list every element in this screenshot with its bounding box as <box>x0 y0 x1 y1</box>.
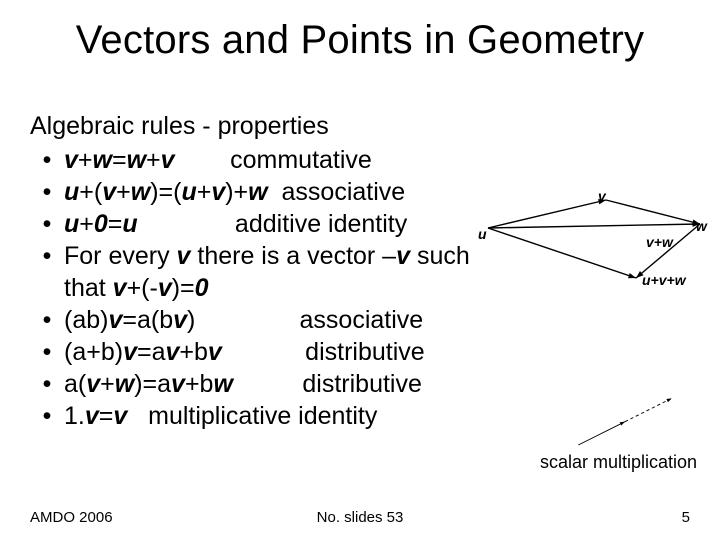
label-w: w <box>696 218 707 234</box>
bullet-list: •v+w=w+v commutative•u+(v+w)=(u+v)+w ass… <box>30 144 470 432</box>
bullet-item: •u+(v+w)=(u+v)+w associative <box>30 176 470 208</box>
bullet-dot-icon: • <box>30 176 64 208</box>
scalar-mult-diagram <box>545 395 705 455</box>
bullet-dot-icon: • <box>30 144 64 176</box>
scalar-mult-label: scalar multiplication <box>540 452 697 473</box>
bullet-item: •a(v+w)=av+bw distributive <box>30 368 470 400</box>
footer-center: No. slides 53 <box>30 509 690 526</box>
bullet-text: For every v there is a vector –v such th… <box>64 240 470 304</box>
label-v: v <box>598 188 606 204</box>
label-uvw: u+v+w <box>642 272 686 288</box>
bullet-dot-icon: • <box>30 400 64 432</box>
bullet-dot-icon: • <box>30 368 64 400</box>
bullet-text: u+0=u additive identity <box>64 208 470 240</box>
bullet-item: •v+w=w+v commutative <box>30 144 470 176</box>
label-u: u <box>478 226 487 242</box>
bullet-text: a(v+w)=av+bw distributive <box>64 368 470 400</box>
bullet-item: •1.v=v multiplicative identity <box>30 400 470 432</box>
footer: AMDO 2006 No. slides 53 5 <box>30 509 690 526</box>
bullet-text: 1.v=v multiplicative identity <box>64 400 470 432</box>
bullet-item: •(a+b)v=av+bv distributive <box>30 336 470 368</box>
bullet-text: v+w=w+v commutative <box>64 144 470 176</box>
bullet-item: •u+0=u additive identity <box>30 208 470 240</box>
bullet-dot-icon: • <box>30 208 64 240</box>
slide-title: Vectors and Points in Geometry <box>0 18 720 63</box>
bullet-dot-icon: • <box>30 240 64 272</box>
label-vw: v+w <box>646 234 673 250</box>
vector-addition-diagram: u v w v+w u+v+w <box>478 190 710 310</box>
slide-subtitle: Algebraic rules - properties <box>30 112 329 141</box>
bullet-item: •(ab)v=a(bv) associative <box>30 304 470 336</box>
bullet-dot-icon: • <box>30 304 64 336</box>
bullet-dot-icon: • <box>30 336 64 368</box>
slide: Vectors and Points in Geometry Algebraic… <box>0 0 720 540</box>
bullet-text: (ab)v=a(bv) associative <box>64 304 470 336</box>
bullet-text: u+(v+w)=(u+v)+w associative <box>64 176 470 208</box>
bullet-text: (a+b)v=av+bv distributive <box>64 336 470 368</box>
bullet-item: •For every v there is a vector –v such t… <box>30 240 470 304</box>
